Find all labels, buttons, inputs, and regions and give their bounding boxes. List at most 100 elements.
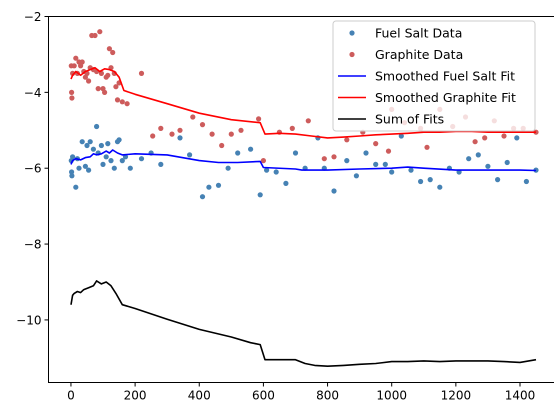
x-tick-label: 1000	[376, 389, 407, 403]
data-point	[94, 123, 100, 130]
data-point	[523, 178, 530, 185]
data-point	[418, 178, 424, 185]
data-point	[398, 133, 404, 139]
data-point	[437, 184, 443, 190]
data-point	[305, 118, 311, 124]
data-point	[87, 139, 93, 145]
data-point	[495, 177, 501, 183]
data-point	[219, 142, 225, 149]
y-tick-label: −2	[24, 10, 42, 24]
data-point	[235, 150, 241, 156]
data-point	[472, 139, 478, 145]
data-point	[228, 131, 234, 137]
data-point	[321, 156, 327, 162]
data-point	[103, 154, 109, 160]
data-point	[79, 59, 85, 65]
axes-frame	[48, 16, 554, 383]
data-point	[389, 169, 395, 175]
x-tick-label: 1200	[441, 389, 472, 403]
data-point	[97, 29, 103, 35]
x-tick-label: 800	[316, 389, 339, 403]
x-tick-label: 600	[252, 389, 275, 403]
data-point	[69, 95, 75, 101]
data-point	[257, 192, 263, 198]
x-tick-label: 1400	[505, 389, 536, 403]
data-point	[84, 142, 90, 149]
data-point	[150, 133, 156, 139]
data-point	[138, 70, 145, 76]
data-point	[225, 165, 231, 171]
data-point	[373, 141, 379, 147]
data-point	[102, 89, 108, 95]
data-point	[373, 161, 379, 167]
data-point	[111, 165, 117, 171]
data-point	[238, 127, 244, 133]
data-point	[187, 152, 193, 158]
x-tick-label: 200	[124, 389, 147, 403]
data-point	[73, 55, 79, 61]
data-point	[100, 161, 106, 167]
data-point	[92, 32, 98, 39]
data-point	[113, 84, 119, 90]
legend-box	[332, 20, 536, 132]
data-point	[260, 158, 266, 164]
data-point	[127, 165, 133, 171]
data-point	[385, 148, 392, 154]
data-point	[424, 144, 430, 150]
data-point	[90, 146, 96, 152]
data-point	[69, 169, 75, 175]
data-point	[256, 116, 262, 122]
data-point	[177, 135, 183, 141]
data-point	[105, 141, 111, 147]
data-point	[504, 159, 510, 166]
legend-label: Smoothed Fuel Salt Fit	[375, 69, 515, 84]
data-point	[108, 158, 114, 164]
data-point	[124, 101, 130, 107]
data-point	[199, 194, 206, 200]
legend-label: Smoothed Graphite Fit	[375, 90, 516, 105]
y-tick-label: −4	[24, 86, 42, 100]
data-point	[482, 135, 488, 141]
data-point	[485, 163, 491, 169]
data-point	[106, 46, 112, 52]
data-point	[344, 137, 350, 143]
data-point	[190, 114, 196, 120]
data-point	[69, 89, 75, 95]
data-point	[114, 97, 121, 103]
data-point	[158, 161, 164, 167]
data-point	[116, 137, 122, 143]
data-point	[248, 146, 254, 152]
plot-marks	[68, 29, 539, 367]
data-point	[110, 49, 116, 56]
x-tick-label: 0	[67, 389, 75, 403]
data-point	[353, 173, 359, 179]
data-point	[427, 177, 433, 183]
data-point	[98, 142, 104, 149]
y-tick-label: −6	[24, 162, 42, 176]
data-point	[71, 63, 77, 69]
data-point	[138, 156, 145, 162]
data-point	[264, 167, 270, 173]
data-point	[158, 125, 164, 131]
series-line-smoothed-graphite-fit	[70, 66, 536, 139]
data-point	[514, 135, 520, 141]
x-axis: 0 200 400 600 800 1000 1200 1400	[67, 382, 536, 403]
data-point	[73, 184, 79, 190]
data-point	[209, 131, 215, 137]
data-point	[273, 169, 279, 175]
y-axis: −10 −8 −6 −4 −2	[16, 10, 49, 327]
x-tick-label: 400	[188, 389, 211, 403]
y-tick-label: −8	[24, 238, 42, 252]
y-tick-label: −10	[16, 313, 41, 327]
data-point	[331, 154, 337, 160]
data-point	[408, 167, 414, 173]
data-point	[206, 184, 212, 190]
data-point	[105, 72, 111, 78]
data-point	[292, 150, 299, 156]
data-point	[86, 167, 92, 173]
legend-label: Sum of Fits	[375, 112, 444, 127]
data-point	[289, 125, 295, 131]
data-point	[76, 165, 82, 171]
data-point	[79, 139, 85, 145]
data-point	[466, 156, 472, 162]
